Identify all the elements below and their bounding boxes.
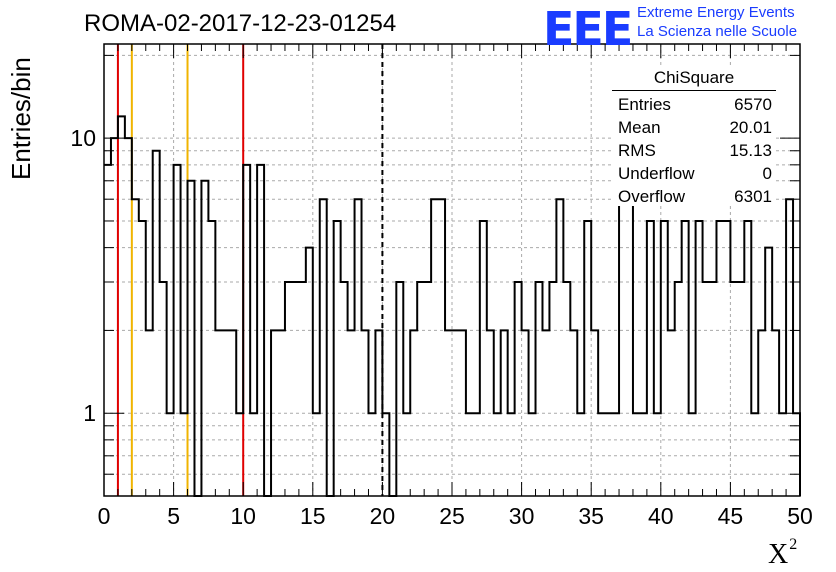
stats-label: Mean (618, 118, 661, 137)
stats-label: Underflow (618, 164, 695, 183)
y-tick-label: 10 (70, 125, 96, 151)
stats-row-entries: Entries 6570 (612, 93, 776, 116)
stats-box: ChiSquare Entries 6570 Mean 20.01 RMS 15… (612, 66, 776, 206)
logo-line-1: Extreme Energy Events (637, 4, 795, 21)
logo-line-2: La Scienza nelle Scuole (637, 23, 798, 40)
stats-row-rms: RMS 15.13 (612, 139, 776, 162)
stats-value: 20.01 (729, 118, 772, 137)
x-tick-label: 45 (718, 503, 744, 529)
stats-row-underflow: Underflow 0 (612, 162, 776, 185)
eee-logo: EEE (543, 2, 633, 56)
x-tick-label: 40 (648, 503, 674, 529)
y-axis-label: Entries/bin (6, 57, 36, 180)
stats-row-mean: Mean 20.01 (612, 116, 776, 139)
y-tick-label: 1 (83, 400, 96, 426)
x-tick-label: 15 (300, 503, 326, 529)
x-tick-label: 25 (439, 503, 465, 529)
x-tick-label: 50 (787, 503, 813, 529)
x-tick-label: 5 (167, 503, 180, 529)
axis-ticks (103, 44, 801, 496)
stats-value: 15.13 (729, 141, 772, 160)
x-tick-label: 0 (98, 503, 111, 529)
stats-title: ChiSquare (612, 66, 776, 91)
stats-value: 6301 (734, 187, 772, 206)
x-axis-label: X2 (768, 536, 798, 570)
x-tick-label: 30 (509, 503, 535, 529)
stats-value: 0 (762, 164, 772, 183)
histogram-step-line (104, 115, 801, 497)
stats-label: RMS (618, 141, 656, 160)
x-tick-label: 35 (578, 503, 604, 529)
stats-value: 6570 (734, 95, 772, 114)
stats-label: Entries (618, 95, 671, 114)
stats-row-overflow: Overflow 6301 (612, 185, 776, 208)
x-tick-label: 10 (230, 503, 256, 529)
tick-labels: 0 5 10 15 20 25 30 35 40 45 50 1 10 (70, 125, 812, 529)
plot-title: ROMA-02-2017-12-23-01254 (84, 10, 397, 37)
x-tick-label: 20 (370, 503, 396, 529)
stats-label: Overflow (618, 187, 686, 206)
